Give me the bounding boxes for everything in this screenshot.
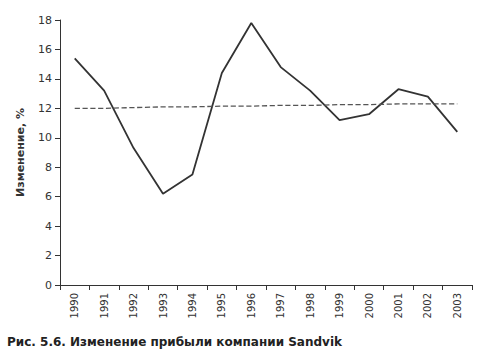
svg-text:1990: 1990: [69, 293, 80, 318]
svg-text:2003: 2003: [452, 293, 463, 318]
svg-text:Рис. 5.6. Изменение прибыли ко: Рис. 5.6. Изменение прибыли компании San…: [7, 335, 343, 349]
svg-text:1991: 1991: [99, 293, 110, 318]
svg-text:1997: 1997: [275, 293, 286, 318]
svg-text:10: 10: [38, 131, 52, 144]
svg-text:1998: 1998: [305, 293, 316, 318]
svg-text:Изменение, %: Изменение, %: [14, 108, 27, 197]
svg-text:14: 14: [38, 72, 52, 85]
svg-text:12: 12: [38, 102, 52, 115]
svg-text:2002: 2002: [422, 293, 433, 318]
svg-text:1993: 1993: [158, 293, 169, 318]
svg-text:1999: 1999: [334, 293, 345, 318]
svg-text:4: 4: [45, 220, 52, 233]
svg-text:1994: 1994: [187, 293, 198, 318]
svg-text:1995: 1995: [216, 293, 227, 318]
svg-text:0: 0: [45, 279, 52, 292]
svg-text:2: 2: [45, 249, 52, 262]
svg-text:18: 18: [38, 14, 52, 27]
svg-text:16: 16: [38, 43, 52, 56]
svg-text:1992: 1992: [128, 293, 139, 318]
svg-text:2000: 2000: [364, 293, 375, 318]
svg-text:8: 8: [45, 161, 52, 174]
svg-text:1996: 1996: [246, 293, 257, 318]
svg-text:6: 6: [45, 190, 52, 203]
svg-text:2001: 2001: [393, 293, 404, 318]
